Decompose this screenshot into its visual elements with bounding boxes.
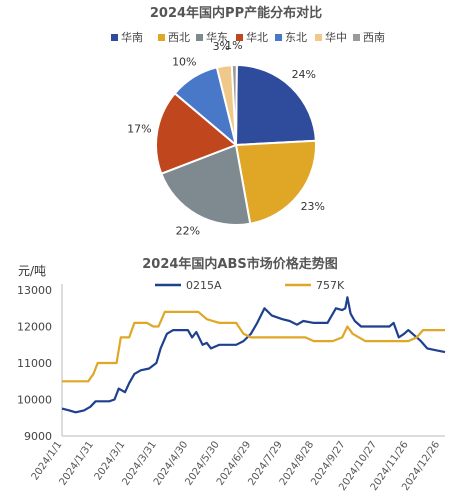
pie-chart-title: 2024年国内PP产能分布对比	[150, 5, 322, 21]
legend-swatch-1	[158, 34, 165, 41]
pie-slice-2	[160, 143, 252, 226]
line-legend-label-1: 757K	[316, 279, 345, 292]
y-tick-label-0: 9000	[24, 430, 52, 443]
line-legend: 0215A 757K	[155, 279, 345, 292]
legend-label-0: 华南	[121, 30, 143, 44]
legend-label-3: 华北	[246, 30, 268, 44]
pie-value-label-5: 3%	[213, 40, 230, 53]
series-line-0215A	[61, 296, 446, 414]
pie-value-label-0: 24%	[292, 68, 316, 81]
pie-value-label-4: 10%	[172, 56, 196, 69]
series-line-757K	[62, 310, 445, 383]
pie-value-label-1: 23%	[301, 200, 325, 213]
legend-label-5: 华中	[325, 30, 347, 44]
pie-value-labels: 24% 23% 22% 17% 10% 3%1%	[127, 39, 325, 237]
x-axis: 2024/1/12024/1/312024/3/12024/3/312024/4…	[30, 435, 445, 493]
y-tick-label-4: 13000	[17, 284, 52, 297]
legend-swatch-2	[196, 34, 203, 41]
pie-slice-6	[230, 63, 238, 146]
legend-label-2: 华东	[206, 30, 228, 44]
pie-legend: 华南 西北 华东 华北 东北 华中 西南	[111, 30, 385, 44]
legend-swatch-3	[236, 34, 243, 41]
y-tick-label-1: 10000	[17, 394, 52, 407]
pie-slices	[155, 63, 317, 226]
line-series	[61, 296, 446, 414]
line-chart-title: 2024年国内ABS市场价格走势图	[142, 256, 338, 272]
legend-swatch-0	[111, 34, 118, 41]
pie-slice-0	[234, 63, 317, 147]
line-legend-label-0: 0215A	[186, 279, 222, 292]
pie-value-label-6: 1%	[225, 39, 242, 52]
legend-swatch-5	[315, 34, 322, 41]
x-tick-label-0: 2024/1/1	[30, 439, 65, 482]
y-tick-label-3: 12000	[17, 321, 52, 334]
y-axis: 9000 10000 11000 12000 13000	[17, 284, 63, 443]
y-axis-unit-label: 元/吨	[18, 264, 46, 278]
pie-value-label-2: 22%	[176, 224, 200, 237]
y-tick-label-2: 11000	[17, 357, 52, 370]
legend-swatch-6	[353, 34, 360, 41]
pie-value-label-3: 17%	[127, 123, 151, 136]
pie-slice-3	[155, 91, 238, 175]
x-tick-label-2: 2024/3/1	[93, 439, 128, 482]
legend-swatch-4	[275, 34, 282, 41]
legend-label-4: 东北	[285, 31, 307, 44]
legend-label-1: 西北	[168, 31, 190, 44]
pie-slice-1	[234, 139, 317, 225]
legend-label-6: 西南	[363, 31, 385, 44]
